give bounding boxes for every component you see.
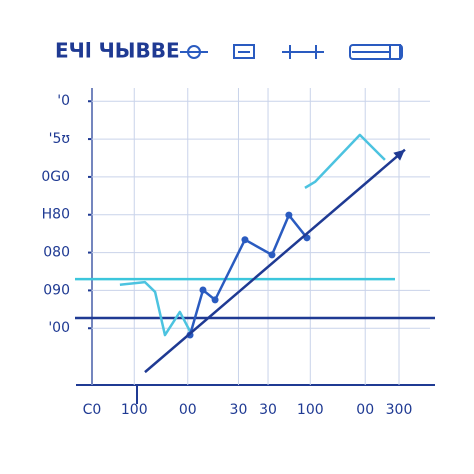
chart-title: ЕЧl ЧЫВВЕ bbox=[55, 39, 180, 63]
x-tick-label: 100 bbox=[121, 402, 148, 418]
x-tick-label: 00 bbox=[179, 402, 197, 418]
legend-icons bbox=[180, 44, 403, 60]
point bbox=[285, 211, 293, 219]
y-tick-label: '0 bbox=[57, 93, 70, 109]
x-tick-label: C0 bbox=[83, 402, 102, 418]
x-tick-label: 300 bbox=[386, 402, 413, 418]
point bbox=[268, 251, 276, 259]
y-tick-label: 090 bbox=[43, 282, 70, 298]
y-tick-label: '5ʊ bbox=[49, 131, 70, 147]
y-tick-label: 0G0 bbox=[41, 169, 70, 185]
y-tick-label: '00 bbox=[48, 320, 70, 336]
x-tick-label: 100 bbox=[297, 402, 324, 418]
x-tick-label: 30 bbox=[230, 402, 248, 418]
y-tick-label: H80 bbox=[42, 207, 70, 223]
y-tick-label: 080 bbox=[43, 245, 70, 261]
x-tick-label: 00 bbox=[356, 402, 374, 418]
x-tick-label: 30 bbox=[259, 402, 277, 418]
point bbox=[199, 286, 207, 294]
series-line bbox=[144, 148, 406, 374]
arrow-head bbox=[393, 149, 405, 161]
point bbox=[241, 236, 249, 244]
series-line bbox=[119, 133, 386, 337]
point bbox=[211, 296, 219, 304]
